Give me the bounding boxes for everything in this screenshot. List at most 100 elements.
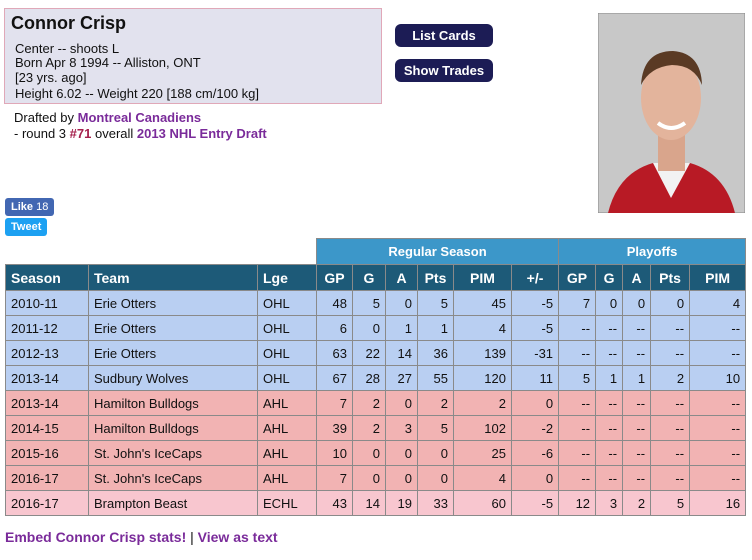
stat-cell: 5 (352, 290, 386, 316)
stat-cell: 3 (595, 490, 624, 516)
column-header: Pts (650, 264, 691, 291)
stat-cell: 7 (316, 465, 353, 491)
stats-table: Regular Season Playoffs Season Team Lge GP G… (5, 238, 747, 516)
stat-cell: -5 (510, 315, 560, 341)
stat-cell: 0 (352, 465, 386, 491)
stat-cell: 2015-16 (5, 440, 89, 466)
draft-overall: overall (95, 126, 134, 141)
column-header: G (595, 264, 624, 291)
stat-cell: OHL (257, 290, 317, 316)
stat-cell: -- (650, 390, 691, 416)
stat-cell: 5 (417, 290, 454, 316)
stat-cell: 19 (385, 490, 418, 516)
stat-cell: OHL (257, 315, 317, 341)
stat-cell: 0 (650, 290, 691, 316)
player-header: Connor Crisp Center -- shoots L Born Apr… (4, 8, 382, 104)
draft-info: Drafted by Montreal Canadiens - round 3 … (14, 110, 267, 142)
stat-cell: 10 (316, 440, 353, 466)
stat-cell: 0 (352, 315, 386, 341)
stat-cell: 0 (385, 440, 418, 466)
stat-cell: 2013-14 (5, 365, 89, 391)
stat-cell: 5 (417, 415, 454, 441)
stat-cell: 28 (352, 365, 386, 391)
stat-cell: -- (650, 315, 691, 341)
stats-row: 2013-14 Sudbury Wolves OHL 67 28 27 55 120 11 5 1 1… (5, 365, 747, 391)
group-row: Regular Season Playoffs (5, 238, 747, 265)
stat-cell: 16 (689, 490, 747, 516)
embed-link[interactable]: Embed Connor Crisp stats! (5, 529, 187, 545)
stat-cell: -- (595, 415, 624, 441)
stat-cell: 4 (689, 290, 747, 316)
stat-cell: 2 (453, 390, 512, 416)
stat-cell: 0 (417, 465, 454, 491)
tweet-button[interactable]: Tweet (5, 218, 48, 236)
stat-cell: 0 (510, 390, 560, 416)
stats-row: 2013-14 Hamilton Bulldogs AHL 7 2 0 2 2 0 -- -- -- -… (5, 390, 747, 416)
stat-cell: 7 (316, 390, 353, 416)
stat-cell: AHL (257, 415, 317, 441)
view-text-link[interactable]: View as text (197, 529, 278, 545)
column-header: Lge (257, 264, 317, 291)
stat-cell: 27 (385, 365, 418, 391)
stat-cell: 2 (622, 490, 652, 516)
stat-cell: OHL (257, 365, 317, 391)
stat-cell: -- (558, 440, 597, 466)
stat-cell: 2 (352, 390, 386, 416)
stat-cell: 10 (689, 365, 747, 391)
list-cards-button[interactable]: List Cards (395, 24, 493, 47)
stat-cell: 48 (316, 290, 353, 316)
stat-cell: 0 (385, 465, 418, 491)
blank (5, 238, 317, 265)
stats-row: 2011-12 Erie Otters OHL 6 0 1 1 4 -5 -- -- -- -- -- (5, 315, 747, 341)
stats-row: 2016-17 St. John's IceCaps AHL 7 0 0 0 4 0 -- -- --… (5, 465, 747, 491)
stat-cell: -- (595, 465, 624, 491)
stats-row: 2016-17 Brampton Beast ECHL 43 14 19 33 60 -5 12 3… (5, 490, 747, 516)
table-body: 2010-11 Erie Otters OHL 48 5 0 5 45 -5 7 0 0 0 4 2011-… (5, 290, 747, 516)
stat-cell: 2011-12 (5, 315, 89, 341)
stat-cell: 14 (352, 490, 386, 516)
stat-cell: -- (689, 440, 747, 466)
stat-cell: 60 (453, 490, 512, 516)
stat-cell: -- (689, 315, 747, 341)
stat-cell: 0 (417, 440, 454, 466)
stat-cell: 0 (622, 290, 652, 316)
stat-cell: 0 (385, 290, 418, 316)
stat-cell: -- (622, 390, 652, 416)
stat-cell: 6 (316, 315, 353, 341)
stat-cell: St. John's IceCaps (88, 465, 258, 491)
stat-cell: 139 (453, 340, 512, 366)
show-trades-button[interactable]: Show Trades (395, 59, 493, 82)
group-header: Playoffs (558, 238, 747, 265)
like-label: Like (11, 201, 34, 213)
stat-cell: 1 (595, 365, 624, 391)
like-button[interactable]: Like 18 (5, 198, 55, 216)
draft-event-link[interactable]: 2013 NHL Entry Draft (136, 126, 267, 141)
stat-cell: 120 (453, 365, 512, 391)
stat-cell: 2 (650, 365, 691, 391)
stat-cell: -5 (510, 490, 560, 516)
stat-cell: -- (558, 415, 597, 441)
stat-cell: Erie Otters (88, 340, 258, 366)
draft-team-link[interactable]: Montreal Canadiens (77, 110, 202, 125)
stat-cell: Erie Otters (88, 290, 258, 316)
stat-cell: -- (689, 465, 747, 491)
column-header: GP (316, 264, 353, 291)
stats-row: 2010-11 Erie Otters OHL 48 5 0 5 45 -5 7 0 0 0 4 (5, 290, 747, 316)
stats-row: 2014-15 Hamilton Bulldogs AHL 39 2 3 5 102 -2 -- -… (5, 415, 747, 441)
stat-cell: -5 (510, 290, 560, 316)
stat-cell: 102 (453, 415, 512, 441)
column-header: G (352, 264, 386, 291)
column-header: Season (5, 264, 89, 291)
stat-cell: -- (622, 415, 652, 441)
stat-cell: -- (622, 465, 652, 491)
column-header: PIM (689, 264, 747, 291)
stat-cell: -- (558, 315, 597, 341)
stats-row: 2015-16 St. John's IceCaps AHL 10 0 0 0 25 -6 -- -… (5, 440, 747, 466)
stat-cell: 14 (385, 340, 418, 366)
stat-cell: 2014-15 (5, 415, 89, 441)
stat-cell: -- (650, 340, 691, 366)
stat-cell: 7 (558, 290, 597, 316)
stat-cell: AHL (257, 440, 317, 466)
stat-cell: -- (622, 315, 652, 341)
column-row: Season Team Lge GP G A Pts PIM +/- GP G A Pts PIM (5, 264, 747, 291)
